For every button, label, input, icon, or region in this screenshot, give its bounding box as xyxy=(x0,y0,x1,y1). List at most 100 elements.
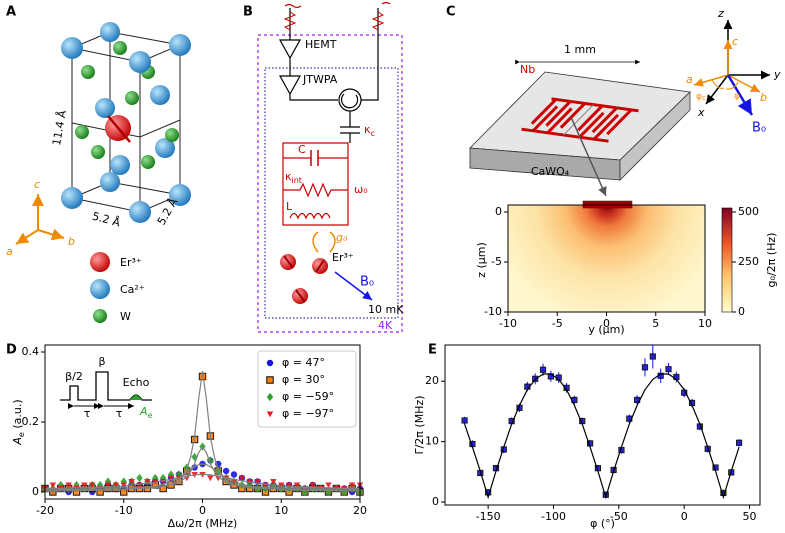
circuit-part xyxy=(340,93,359,109)
delay-label: τ xyxy=(116,407,123,420)
substrate-label: CaWO₄ xyxy=(531,165,570,178)
chip xyxy=(470,62,690,196)
axis-letter: a xyxy=(686,73,693,86)
axis-letter: z xyxy=(717,7,724,20)
atoms-part xyxy=(100,22,120,42)
x-tick-label: -20 xyxy=(36,504,54,517)
circuit-part-part xyxy=(283,182,348,198)
data-point xyxy=(167,475,175,482)
amplifier-label: HEMT xyxy=(305,38,337,51)
axis-letter: c xyxy=(732,35,738,48)
atoms-part xyxy=(100,172,120,192)
atom-legend-part xyxy=(93,309,107,323)
panel-label: E xyxy=(428,343,437,358)
y-tick-label: 10 xyxy=(425,435,439,448)
data-point xyxy=(136,473,143,483)
metal-label: Nb xyxy=(520,63,535,76)
subscript: c xyxy=(370,129,374,138)
data-point xyxy=(348,482,356,489)
legend-marker xyxy=(266,359,274,367)
atoms-part xyxy=(150,85,170,105)
atoms-part xyxy=(141,155,155,169)
data-point xyxy=(128,478,135,485)
data-point xyxy=(641,364,649,371)
data-point xyxy=(65,482,72,489)
atoms-part xyxy=(110,155,130,175)
circuit-part xyxy=(282,142,349,226)
atoms-part xyxy=(61,187,83,209)
legend-entry: Ca²⁺ xyxy=(120,283,145,296)
inductor-label: L xyxy=(286,200,293,213)
colorbar-tick-label: 250 xyxy=(738,255,759,268)
plot-frame xyxy=(444,344,761,506)
chart: -20 -10 0 10 20 0 0.2 0.4 φ = 47° φ = 30° φ = −59°… xyxy=(22,344,367,517)
angle-label: φ xyxy=(734,92,740,102)
x-tick-label: 0 xyxy=(681,510,688,523)
x-tick-label: 10 xyxy=(698,317,712,330)
lab-axes-part xyxy=(693,74,729,87)
circuit-part-part xyxy=(289,212,331,220)
coupling-map-part xyxy=(508,205,705,312)
data-point xyxy=(112,482,120,489)
lab-axes-part xyxy=(711,79,739,90)
data-point xyxy=(104,482,112,489)
label-part: A xyxy=(139,405,148,418)
lab-axes xyxy=(693,20,770,116)
atoms-part xyxy=(107,115,131,143)
crystal-axes-part xyxy=(15,229,39,245)
data-point xyxy=(49,482,57,489)
er-ions xyxy=(280,254,328,304)
y-tick-label: 0 xyxy=(32,485,39,498)
chip-part-part xyxy=(522,99,639,141)
data-point xyxy=(278,482,285,489)
atoms-part xyxy=(81,65,95,79)
data-point xyxy=(152,473,159,483)
legend-marker xyxy=(266,411,274,418)
chip-part xyxy=(570,116,607,197)
loss-label: κint xyxy=(285,170,302,185)
circuit-part xyxy=(284,1,391,9)
legend-entry: φ = −59° xyxy=(282,390,334,403)
coupling-map: -10 -5 0 5 10-10-50y (μm)z (μm)0250500g₀/2π … xyxy=(475,200,778,336)
colorbar-tick-label: 500 xyxy=(738,205,759,218)
angle-label: φc xyxy=(696,92,706,103)
x-tick-label: 5 xyxy=(652,317,659,330)
circuit-part xyxy=(264,67,399,319)
panel-label: C xyxy=(446,5,456,20)
x-tick-label: -50 xyxy=(610,510,628,523)
atoms-part xyxy=(91,145,105,159)
data-point xyxy=(341,487,348,497)
legend-marker xyxy=(266,376,274,384)
atoms-part xyxy=(169,34,191,56)
x-axis-label: y (μm) xyxy=(588,323,624,336)
er-ions-part xyxy=(283,255,325,303)
axis-letter: y xyxy=(773,68,781,81)
capacitor-label: C xyxy=(298,143,306,156)
circuit-part xyxy=(371,11,385,31)
data-point xyxy=(120,482,127,489)
stage-label: 10 mK xyxy=(368,303,404,316)
x-tick-label: -10 xyxy=(499,317,517,330)
x-tick-label: 10 xyxy=(274,504,288,517)
x-tick-label: 0 xyxy=(603,317,610,330)
atoms-part xyxy=(95,98,115,118)
atoms xyxy=(61,22,191,223)
legend-marker xyxy=(266,392,274,402)
chart: -150 -100 -50 0 50 0 10 20 xyxy=(425,344,761,523)
subscript: e xyxy=(148,411,153,420)
coupling-map-part xyxy=(721,207,733,313)
lab-axis-letters: z y x c a b φ B₀ φc xyxy=(686,7,781,136)
axis-letter: b xyxy=(68,235,75,248)
legend-entry: W xyxy=(120,310,131,323)
x-tick-label: -5 xyxy=(552,317,563,330)
data-point xyxy=(144,478,151,485)
data-point xyxy=(301,487,309,497)
crystal-axes xyxy=(15,194,65,245)
atoms-part xyxy=(61,37,83,59)
atom-legend-part xyxy=(90,279,110,299)
data-point xyxy=(293,482,301,489)
circuit-part xyxy=(334,271,373,301)
atoms-part xyxy=(129,51,151,73)
data-point xyxy=(325,487,332,497)
